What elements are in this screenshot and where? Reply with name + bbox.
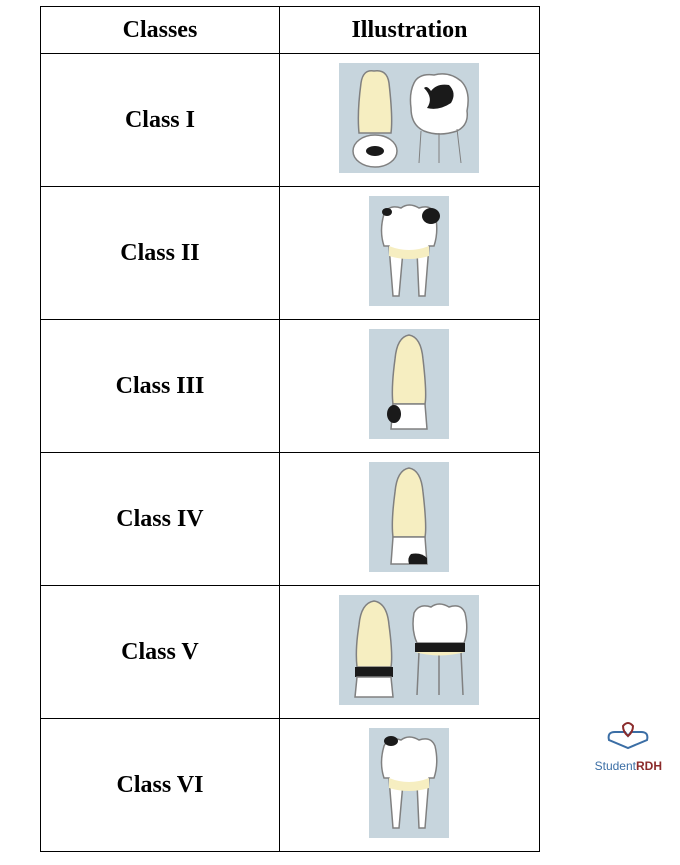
class6-illustration xyxy=(279,719,539,852)
table-row: Class II xyxy=(41,187,540,320)
class2-illustration xyxy=(279,187,539,320)
header-illustration: Illustration xyxy=(279,7,539,54)
class-label: Class I xyxy=(41,54,280,187)
illus-bg xyxy=(369,196,449,306)
table-row: Class III xyxy=(41,320,540,453)
class-label: Class II xyxy=(41,187,280,320)
illus-bg xyxy=(369,728,449,838)
illus-bg xyxy=(339,595,479,705)
studentrdh-logo: StudentRDH xyxy=(595,720,662,775)
class4-illustration xyxy=(279,453,539,586)
header-classes: Classes xyxy=(41,7,280,54)
class-label: Class VI xyxy=(41,719,280,852)
class-label: Class V xyxy=(41,586,280,719)
class5-illustration xyxy=(279,586,539,719)
table-row: Class IV xyxy=(41,453,540,586)
caries-class-table: Classes Illustration Class I xyxy=(40,6,540,852)
logo-text-student: Student xyxy=(595,759,636,773)
table-row: Class V xyxy=(41,586,540,719)
class1-illustration xyxy=(279,54,539,187)
logo-text-rdh: RDH xyxy=(636,759,662,773)
illus-bg xyxy=(369,329,449,439)
class3-illustration xyxy=(279,320,539,453)
illus-bg xyxy=(369,462,449,572)
illus-bg xyxy=(339,63,479,173)
table-row: Class I xyxy=(41,54,540,187)
logo-icon xyxy=(603,720,653,752)
class-label: Class III xyxy=(41,320,280,453)
table-row: Class VI xyxy=(41,719,540,852)
class-label: Class IV xyxy=(41,453,280,586)
